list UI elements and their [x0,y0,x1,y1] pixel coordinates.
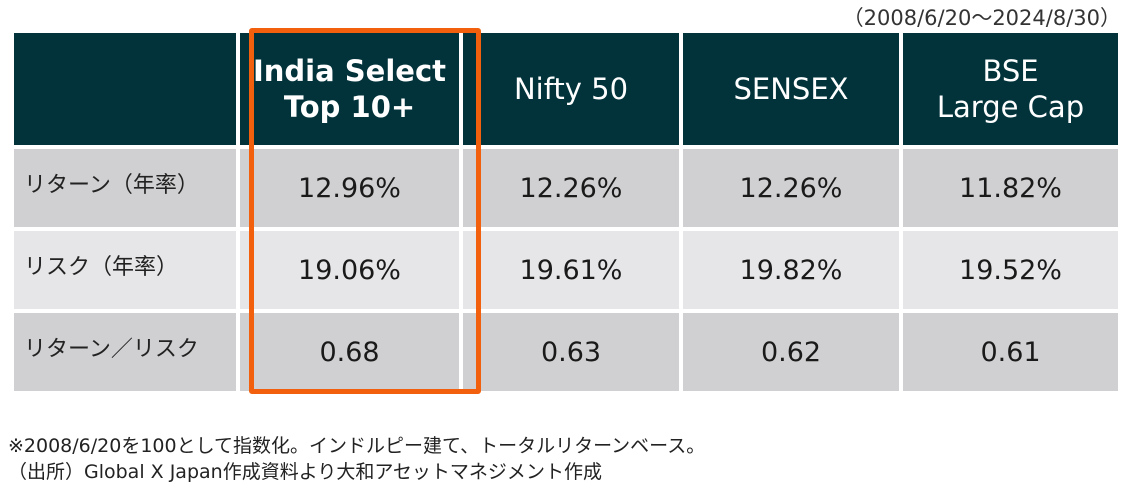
table-cell: 0.68 [240,313,459,391]
header-india-select-top10: India Select Top 10+ [240,33,459,145]
header-label-line1: BSE [982,54,1039,88]
table-cell: 0.62 [683,313,899,391]
table-cell: 12.96% [240,149,459,227]
table-cell: 19.82% [683,231,899,309]
header-label-line1: SENSEX [733,72,849,106]
row-label-risk: リスク（年率） [14,231,236,309]
row-label-return: リターン（年率） [14,149,236,227]
header-corner [14,33,236,145]
header-sensex: SENSEX [683,33,899,145]
table-cell: 0.63 [463,313,679,391]
period-label: （2008/6/20～2024/8/30） [842,6,1121,30]
table-cell: 12.26% [463,149,679,227]
table-cell: 0.61 [903,313,1118,391]
source-note: （出所）Global X Japan作成資料より大和アセットマネジメント作成 [8,461,602,483]
header-label-line2: Large Cap [936,90,1085,124]
header-bse-large-cap: BSE Large Cap [903,33,1118,145]
table-cell: 19.06% [240,231,459,309]
header-nifty-50: Nifty 50 [463,33,679,145]
table-cell: 19.61% [463,231,679,309]
header-label-line1: Nifty 50 [513,72,629,106]
footnote: ※2008/6/20を100として指数化。インドルピー建て、トータルリターンベー… [8,435,706,457]
table-cell: 11.82% [903,149,1118,227]
table-cell: 19.52% [903,231,1118,309]
row-label-return-risk: リターン／リスク [14,313,236,391]
table-cell: 12.26% [683,149,899,227]
comparison-table: India Select Top 10+ Nifty 50 SENSEX BSE… [14,33,1126,391]
header-label-line1: India Select [252,54,447,88]
header-label-line2: Top 10+ [283,90,416,124]
